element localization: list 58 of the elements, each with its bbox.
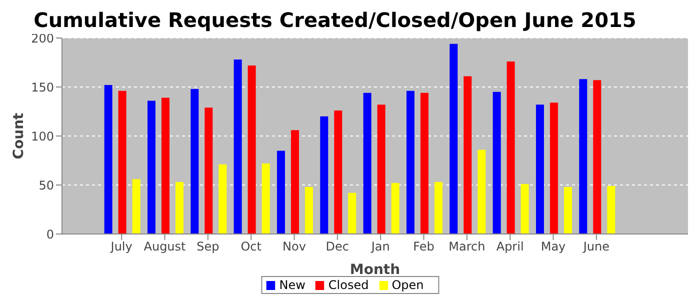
- x-tick-label: Nov: [282, 240, 306, 254]
- y-tick-label: 100: [31, 129, 54, 144]
- bar: [363, 92, 372, 234]
- bar: [248, 65, 256, 234]
- x-tick-label: April: [496, 240, 524, 254]
- bar: [564, 186, 572, 234]
- x-tick-label: July: [110, 240, 132, 254]
- bar: [104, 85, 112, 234]
- bar: [204, 108, 213, 234]
- x-tick-label: June: [582, 240, 610, 254]
- bar: [320, 116, 328, 234]
- bar: [406, 90, 414, 234]
- y-tick-label: 50: [38, 178, 54, 192]
- x-axis-title: Month: [350, 262, 400, 278]
- y-tick-label: 150: [31, 80, 54, 94]
- bar: [391, 183, 400, 234]
- bar: [262, 163, 270, 234]
- y-tick-label: 0: [46, 227, 54, 242]
- bar: [348, 192, 356, 234]
- bar: [607, 186, 616, 234]
- legend-label: Open: [392, 278, 424, 292]
- x-tick-label: Sep: [196, 240, 220, 254]
- bar: [420, 92, 428, 234]
- bar: [218, 164, 227, 234]
- bar: [478, 150, 486, 234]
- bar: [550, 102, 558, 234]
- x-tick-label: Oct: [240, 240, 262, 254]
- bar: [276, 150, 285, 234]
- legend-label: Closed: [328, 278, 369, 292]
- bar: [520, 184, 529, 234]
- bar: [304, 186, 313, 234]
- bar: [334, 110, 342, 234]
- x-tick-label: May: [540, 240, 566, 254]
- bar: [132, 179, 140, 234]
- bar: [536, 104, 544, 234]
- bar: [147, 100, 156, 234]
- y-axis-title: Count: [10, 112, 27, 160]
- bar: [290, 130, 299, 234]
- bar: [506, 62, 515, 234]
- bar: [377, 104, 386, 234]
- bar: [175, 182, 184, 234]
- x-tick-label: August: [144, 240, 186, 254]
- bar: [234, 60, 242, 234]
- bar: [492, 92, 501, 234]
- bar: [161, 98, 170, 234]
- x-tick-label: Jan: [370, 240, 390, 254]
- bar: [593, 80, 602, 234]
- bar: [579, 79, 588, 234]
- bar: [118, 90, 126, 234]
- bar: [450, 44, 458, 234]
- x-tick-label: March: [448, 240, 486, 254]
- bar: [190, 88, 199, 234]
- x-tick-label: Dec: [326, 240, 350, 254]
- bar: [434, 182, 442, 234]
- legend-label: New: [279, 278, 306, 292]
- x-tick-label: Feb: [413, 240, 434, 254]
- chart-title: Cumulative Requests Created/Closed/Open June 2015: [32, 8, 638, 34]
- bar: [464, 76, 472, 234]
